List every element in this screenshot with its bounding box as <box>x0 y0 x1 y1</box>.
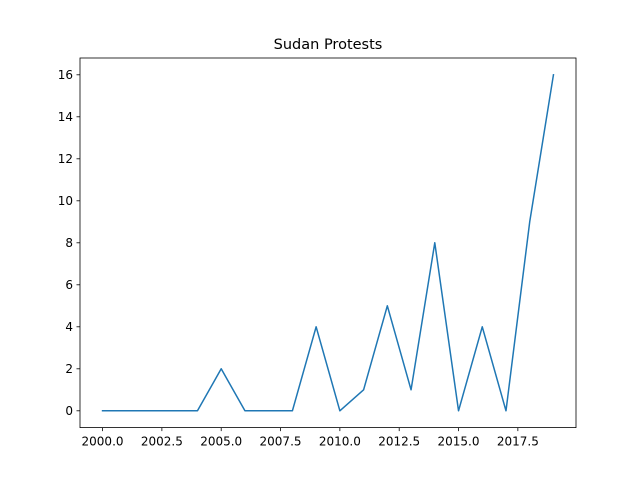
y-tick-label: 10 <box>58 194 73 208</box>
x-tick-label: 2017.5 <box>497 435 539 449</box>
chart-title: Sudan Protests <box>274 37 383 53</box>
x-tick-label: 2000.0 <box>82 435 124 449</box>
x-tick-label: 2005.0 <box>200 435 242 449</box>
y-tick-label: 4 <box>65 320 73 334</box>
x-tick-label: 2010.0 <box>319 435 361 449</box>
y-tick-label: 2 <box>65 362 73 376</box>
y-axis: 0 2 4 6 8 10 12 14 16 <box>58 68 80 418</box>
plot-frame <box>79 57 577 429</box>
series-line <box>101 73 555 412</box>
y-tick-label: 16 <box>58 68 73 82</box>
x-tick-label: 2012.5 <box>378 435 420 449</box>
x-axis: 2000.0 2002.5 2005.0 2007.5 2010.0 2012.5 2015… <box>82 427 539 449</box>
y-tick-label: 8 <box>65 236 73 250</box>
y-tick-label: 0 <box>65 404 73 418</box>
y-tick-label: 6 <box>65 278 73 292</box>
y-tick-label: 12 <box>58 152 73 166</box>
y-tick-label: 14 <box>58 110 73 124</box>
series-layer <box>101 73 555 412</box>
x-tick-label: 2002.5 <box>141 435 183 449</box>
x-tick-label: 2015.0 <box>438 435 480 449</box>
x-tick-label: 2007.5 <box>260 435 302 449</box>
